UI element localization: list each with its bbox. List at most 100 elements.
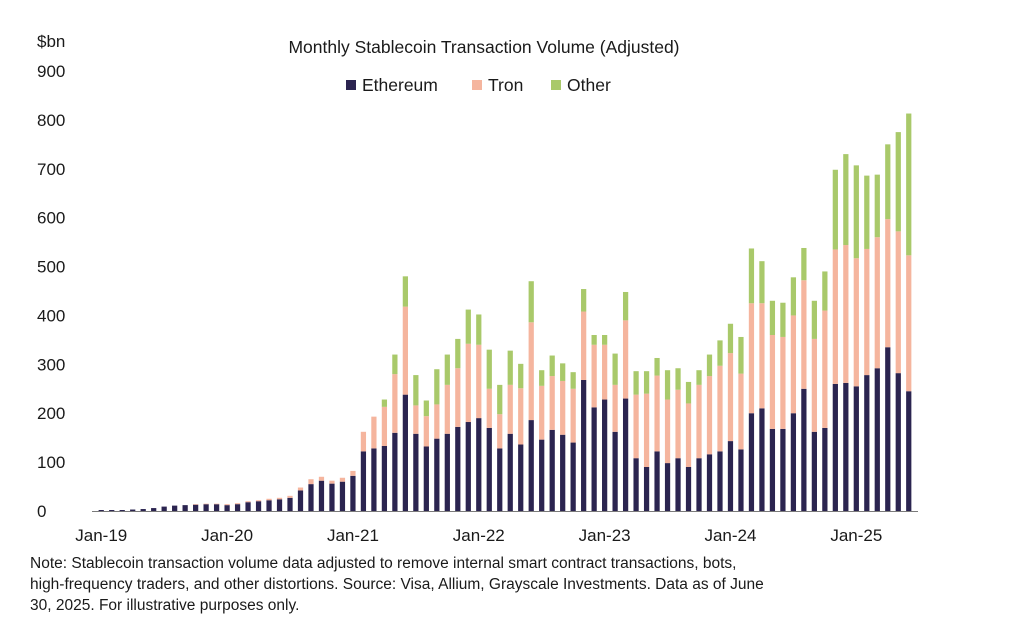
x-tick-label: Jan-22: [453, 526, 505, 545]
bar-tron-74: [874, 237, 880, 369]
bar-tron-28: [392, 374, 398, 433]
bar-tron-47: [591, 344, 597, 408]
bar-ethereum-16: [266, 500, 272, 511]
bar-ethereum-23: [339, 481, 346, 511]
bar-other-63: [759, 261, 765, 304]
bar-tron-73: [864, 248, 870, 376]
bar-tron-69: [822, 310, 828, 428]
bar-other-40: [518, 363, 524, 389]
bar-ethereum-39: [507, 433, 513, 511]
bar-tron-10: [203, 503, 209, 505]
bar-ethereum-43: [549, 429, 555, 511]
bar-ethereum-1: [109, 510, 115, 511]
bar-other-59: [717, 340, 723, 366]
bar-ethereum-37: [486, 427, 492, 511]
y-tick-label: 100: [37, 453, 65, 472]
bar-ethereum-73: [864, 375, 870, 511]
bar-ethereum-51: [633, 458, 639, 511]
bar-ethereum-10: [203, 504, 209, 511]
bar-ethereum-55: [675, 458, 681, 511]
bar-ethereum-8: [182, 505, 188, 511]
x-tick-label: Jan-24: [704, 526, 756, 545]
bar-tron-25: [360, 431, 367, 452]
bar-other-30: [413, 375, 419, 406]
bar-tron-27: [381, 406, 388, 446]
bar-tron-16: [266, 498, 272, 501]
bar-other-46: [581, 289, 587, 312]
bar-tron-48: [602, 344, 608, 400]
y-tick-label: 0: [37, 502, 46, 521]
bar-ethereum-71: [843, 382, 849, 511]
bar-ethereum-48: [602, 399, 608, 511]
bar-tron-30: [413, 405, 419, 434]
bar-ethereum-56: [685, 467, 692, 511]
bar-ethereum-32: [434, 438, 440, 511]
bar-ethereum-77: [906, 391, 912, 511]
bar-other-41: [528, 281, 534, 323]
bar-ethereum-76: [895, 373, 901, 511]
bar-ethereum-3: [130, 509, 136, 511]
y-axis-unit-label: $bn: [37, 32, 65, 51]
bar-ethereum-36: [476, 418, 482, 511]
bar-ethereum-18: [287, 497, 293, 511]
bar-ethereum-66: [790, 413, 797, 511]
bar-tron-56: [685, 403, 692, 467]
bar-ethereum-68: [811, 431, 817, 511]
legend-label-other: Other: [567, 75, 611, 95]
bar-other-36: [476, 314, 482, 345]
bar-other-34: [455, 338, 461, 369]
bar-tron-53: [654, 375, 660, 452]
bar-other-64: [769, 300, 776, 335]
y-tick-label: 800: [37, 111, 65, 130]
bar-other-70: [832, 169, 838, 250]
bar-tron-62: [748, 303, 755, 414]
bar-ethereum-38: [497, 448, 503, 511]
bar-ethereum-64: [769, 428, 776, 511]
bar-tron-42: [539, 385, 545, 440]
bar-ethereum-44: [560, 434, 566, 511]
bar-tron-67: [801, 280, 807, 389]
y-tick-label: 700: [37, 160, 65, 179]
bar-ethereum-22: [329, 483, 335, 511]
bar-tron-20: [308, 479, 314, 485]
bar-other-68: [811, 300, 817, 339]
bar-ethereum-24: [350, 475, 356, 511]
bar-tron-11: [213, 503, 220, 505]
chart-title: Monthly Stablecoin Transaction Volume (A…: [288, 37, 679, 57]
bar-tron-76: [895, 231, 901, 374]
bar-tron-21: [318, 476, 325, 481]
bar-ethereum-58: [706, 454, 713, 511]
bar-tron-72: [853, 258, 859, 387]
bar-other-56: [685, 381, 692, 404]
bar-other-67: [801, 247, 807, 281]
bar-tron-59: [717, 365, 723, 452]
legend-swatch-other: [551, 80, 561, 90]
bar-tron-43: [549, 376, 555, 430]
bar-ethereum-62: [748, 413, 755, 511]
bar-other-52: [643, 371, 650, 394]
x-tick-label: Jan-25: [830, 526, 882, 545]
bar-tron-45: [570, 388, 576, 443]
bar-tron-51: [633, 394, 639, 459]
bar-ethereum-11: [213, 504, 220, 511]
bar-ethereum-65: [780, 428, 786, 511]
bar-ethereum-14: [245, 502, 251, 511]
bar-other-43: [549, 355, 555, 377]
bar-tron-54: [664, 399, 671, 464]
bar-tron-15: [255, 500, 262, 502]
y-tick-label: 500: [37, 258, 65, 277]
bar-other-66: [790, 277, 797, 316]
bar-other-31: [423, 400, 429, 417]
bar-ethereum-17: [276, 499, 283, 511]
bar-ethereum-33: [444, 433, 450, 511]
bar-ethereum-12: [224, 505, 230, 511]
bar-ethereum-13: [234, 504, 241, 511]
bar-tron-22: [329, 480, 335, 484]
bar-ethereum-47: [591, 407, 597, 511]
bar-tron-14: [245, 501, 251, 503]
bar-tron-52: [643, 393, 650, 467]
bar-ethereum-4: [140, 509, 146, 511]
x-tick-label: Jan-20: [201, 526, 253, 545]
bar-tron-12: [224, 504, 230, 506]
legend-swatch-ethereum: [346, 80, 356, 90]
